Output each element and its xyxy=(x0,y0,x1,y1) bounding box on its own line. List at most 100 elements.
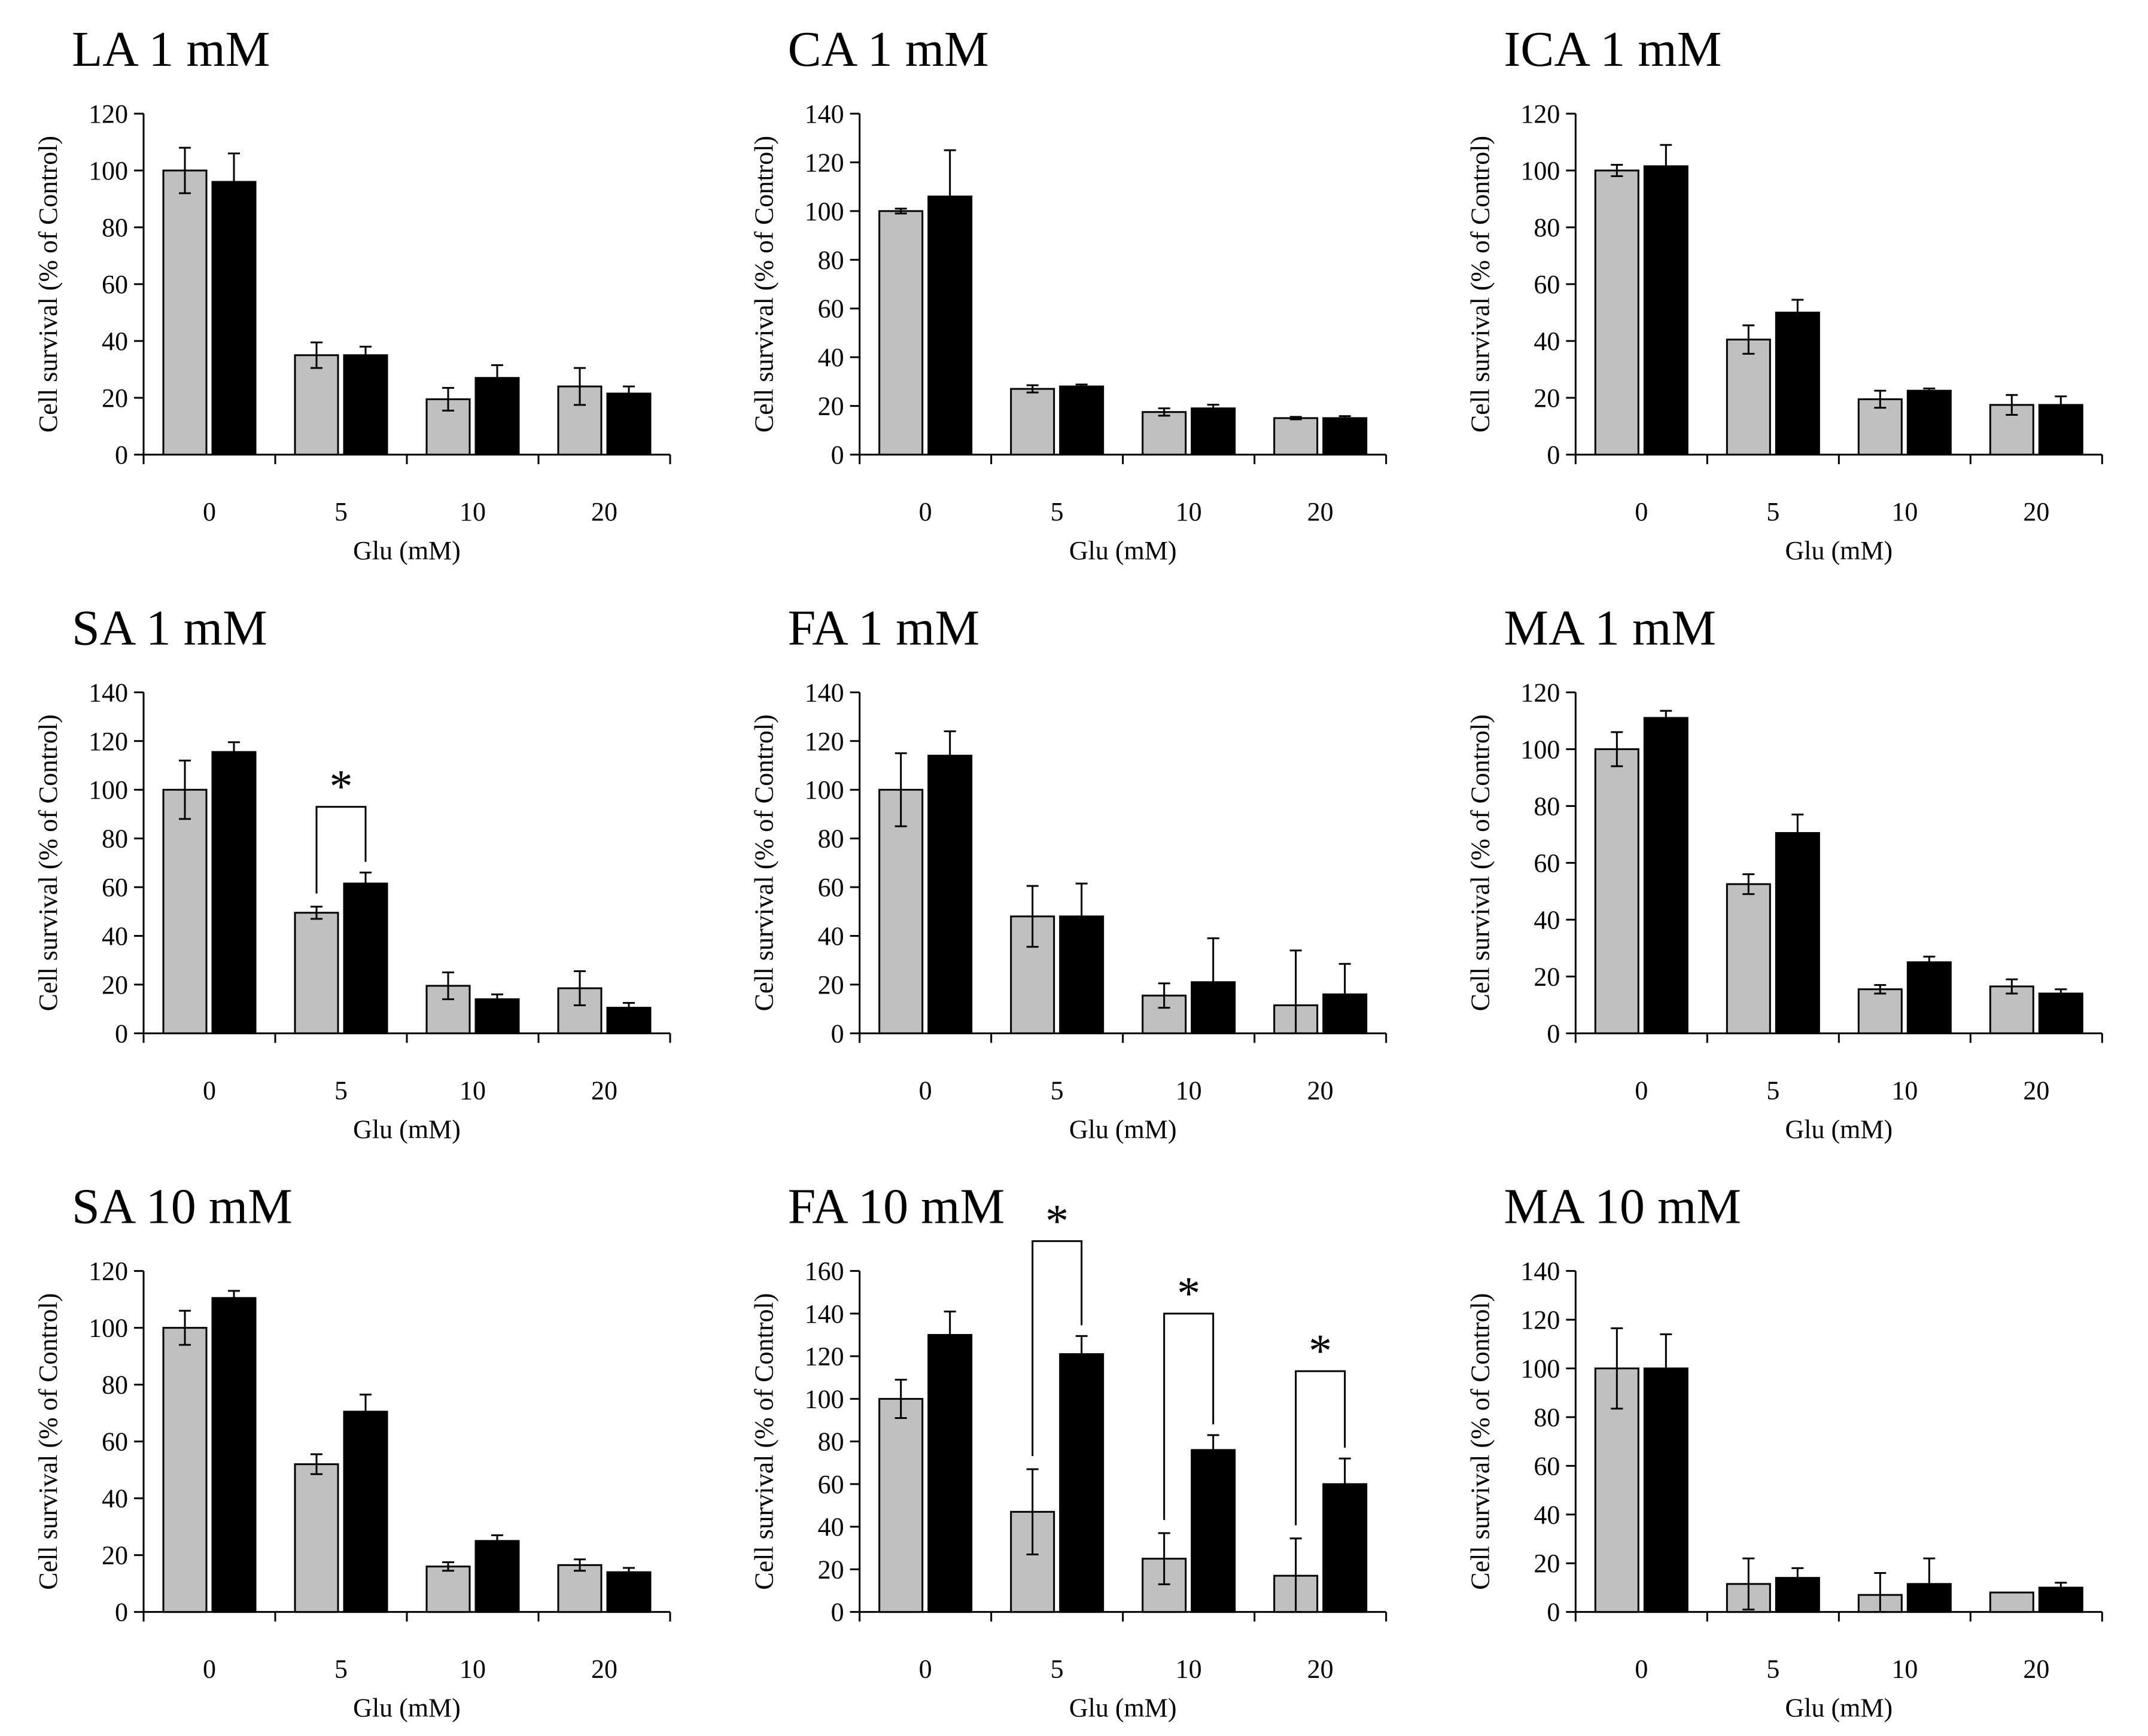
y-tick-label: 80 xyxy=(818,824,844,854)
y-tick-label: 20 xyxy=(1534,1549,1560,1578)
y-axis-label: Cell survival (% of Control) xyxy=(1465,136,1495,433)
y-tick-label: 80 xyxy=(1534,791,1560,821)
y-axis-label: Cell survival (% of Control) xyxy=(34,1293,63,1590)
bar-treated-10 xyxy=(1906,389,1952,456)
bar-control-0 xyxy=(162,169,208,456)
bar-control-5 xyxy=(1010,388,1055,456)
x-tick-label: 5 xyxy=(1051,1076,1064,1105)
y-tick-label: 120 xyxy=(89,727,128,756)
bar-treated-10 xyxy=(1906,961,1952,1034)
y-tick-label: 120 xyxy=(89,1257,128,1286)
bar-treated-0 xyxy=(211,181,257,456)
y-tick-label: 40 xyxy=(102,921,128,951)
y-tick-label: 40 xyxy=(102,327,128,356)
y-axis-label: Cell survival (% of Control) xyxy=(1465,714,1495,1011)
x-tick-label: 10 xyxy=(1891,497,1918,526)
y-tick-label: 40 xyxy=(1534,327,1560,356)
y-tick-label: 0 xyxy=(831,1019,844,1048)
y-tick-label: 100 xyxy=(1520,156,1560,185)
x-tick-label: 0 xyxy=(1635,497,1648,526)
y-tick-label: 40 xyxy=(102,1484,128,1513)
x-axis-label: Glu (mM) xyxy=(353,536,461,565)
bar-treated-0 xyxy=(927,754,973,1034)
y-tick-label: 80 xyxy=(818,245,844,275)
panel-title: SA 1 mM xyxy=(72,600,267,656)
bar-control-20 xyxy=(1273,417,1319,456)
x-tick-label: 5 xyxy=(1051,497,1064,526)
bar-control-5 xyxy=(294,354,339,456)
significance-star: * xyxy=(1045,1195,1069,1247)
bar-treated-20 xyxy=(606,1571,652,1613)
y-axis-label: Cell survival (% of Control) xyxy=(750,1293,779,1590)
x-axis-label: Glu (mM) xyxy=(1069,536,1177,565)
significance-star: * xyxy=(1177,1267,1200,1319)
bar-treated-5 xyxy=(343,354,388,456)
x-axis-label: Glu (mM) xyxy=(1785,536,1893,565)
x-tick-label: 0 xyxy=(919,1655,932,1684)
y-tick-label: 120 xyxy=(805,1342,844,1371)
y-tick-label: 120 xyxy=(1520,678,1560,707)
bar-control-5 xyxy=(294,1463,339,1613)
x-tick-label: 5 xyxy=(1766,1076,1779,1105)
y-tick-label: 20 xyxy=(818,970,844,1000)
y-tick-label: 80 xyxy=(102,824,128,854)
bar-treated-10 xyxy=(1191,1449,1236,1613)
y-tick-label: 20 xyxy=(102,970,128,1000)
bar-control-10 xyxy=(1142,411,1187,456)
x-tick-label: 10 xyxy=(460,1655,486,1684)
bar-treated-5 xyxy=(1059,1353,1105,1613)
bar-treated-0 xyxy=(1643,1368,1688,1613)
significance-bracket xyxy=(1295,1370,1346,1525)
x-axis-label: Glu (mM) xyxy=(1785,1694,1893,1723)
bar-treated-20 xyxy=(606,392,652,456)
bar-control-0 xyxy=(162,788,208,1034)
y-tick-label: 120 xyxy=(805,148,844,177)
x-tick-label: 5 xyxy=(334,1076,348,1105)
x-tick-label: 5 xyxy=(334,497,348,526)
x-tick-label: 0 xyxy=(919,497,932,526)
y-tick-label: 100 xyxy=(805,775,844,805)
significance-bracket xyxy=(1032,1240,1083,1456)
panel-title: MA 1 mM xyxy=(1504,600,1716,656)
bar-control-0 xyxy=(878,1397,924,1613)
y-tick-label: 60 xyxy=(1534,1451,1560,1481)
bar-treated-20 xyxy=(2038,992,2083,1034)
panel-title: ICA 1 mM xyxy=(1504,22,1721,77)
y-tick-label: 0 xyxy=(115,1019,128,1048)
y-tick-label: 120 xyxy=(1520,1305,1560,1335)
x-tick-label: 0 xyxy=(203,1655,216,1684)
bar-treated-0 xyxy=(211,751,257,1034)
y-tick-label: 0 xyxy=(1547,1019,1560,1048)
y-tick-label: 80 xyxy=(102,1370,128,1400)
significance-bracket xyxy=(1163,1312,1215,1520)
x-tick-label: 5 xyxy=(334,1655,348,1684)
significance-star: * xyxy=(1309,1324,1332,1376)
y-axis-label: Cell survival (% of Control) xyxy=(1465,1293,1495,1590)
y-tick-label: 140 xyxy=(805,678,844,707)
y-tick-label: 60 xyxy=(818,294,844,324)
y-axis-label: Cell survival (% of Control) xyxy=(34,714,63,1011)
x-tick-label: 10 xyxy=(1176,1655,1202,1684)
y-tick-label: 160 xyxy=(805,1257,844,1286)
y-tick-label: 100 xyxy=(89,156,128,185)
y-tick-label: 60 xyxy=(1534,270,1560,299)
x-tick-label: 0 xyxy=(1635,1076,1648,1105)
y-tick-label: 20 xyxy=(1534,962,1560,991)
y-tick-label: 0 xyxy=(831,440,844,470)
y-tick-label: 60 xyxy=(818,1470,844,1499)
significance-bracket xyxy=(315,806,367,894)
y-tick-label: 120 xyxy=(89,99,128,129)
y-tick-label: 100 xyxy=(1520,1354,1560,1384)
panel-title: FA 1 mM xyxy=(788,600,980,656)
x-axis-label: Glu (mM) xyxy=(353,1114,461,1144)
bar-control-0 xyxy=(1594,169,1639,456)
y-tick-label: 100 xyxy=(89,775,128,805)
panel-title: LA 1 mM xyxy=(72,22,270,77)
x-tick-label: 20 xyxy=(591,1655,617,1684)
x-tick-label: 20 xyxy=(591,1076,617,1105)
x-tick-label: 10 xyxy=(1176,497,1202,526)
